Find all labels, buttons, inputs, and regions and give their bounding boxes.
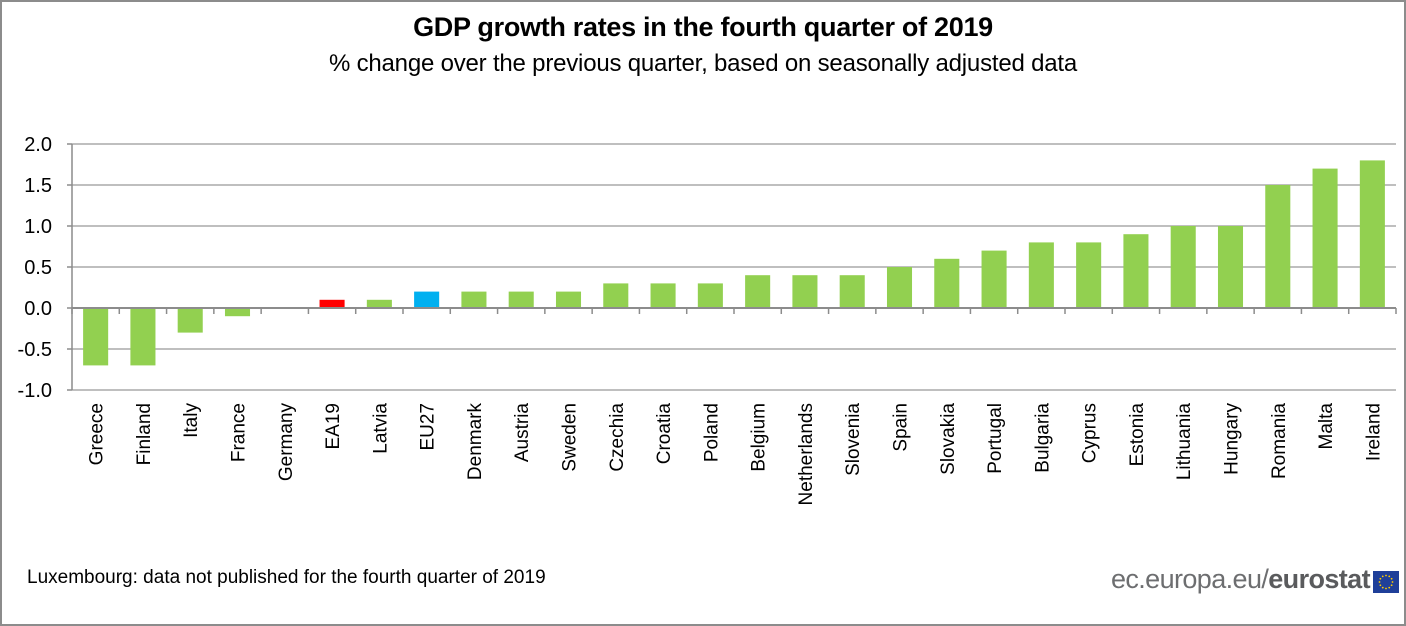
bar-hungary — [1217, 226, 1244, 308]
x-tick-label: Slovenia — [843, 403, 864, 476]
bar-czechia — [603, 283, 629, 308]
x-tick-label: Ireland — [1363, 403, 1384, 461]
bar-bulgaria — [1028, 242, 1054, 308]
bar-finland — [130, 308, 156, 366]
y-tick-label: -1.0 — [18, 380, 52, 402]
bar-slovakia — [934, 258, 960, 308]
bar-austria — [508, 291, 534, 308]
bar-eu27 — [414, 291, 440, 308]
x-tick-label: Netherlands — [796, 403, 817, 505]
bar-latvia — [366, 299, 392, 308]
x-tick-label: Latvia — [370, 403, 391, 454]
x-tick-label: Italy — [181, 403, 202, 438]
bar-denmark — [461, 291, 487, 308]
bar-slovenia — [839, 275, 865, 308]
logo-brand: eurostat — [1268, 564, 1370, 594]
x-tick-label: Germany — [276, 403, 297, 482]
chart-title: GDP growth rates in the fourth quarter o… — [413, 12, 993, 42]
x-tick-label: Austria — [512, 403, 533, 463]
bar-estonia — [1123, 234, 1149, 308]
chart-subtitle: % change over the previous quarter, base… — [328, 50, 1078, 77]
y-tick-label: 0.0 — [24, 298, 52, 320]
y-tick-label: 1.5 — [24, 175, 52, 197]
x-tick-label: EA19 — [323, 403, 344, 449]
bar-italy — [177, 308, 203, 333]
x-tick-label: Greece — [87, 403, 108, 465]
bar-chart: 2.0 1.5 1.0 0.5 0.0 -0.5 -1.0 Greece Finland Ital… — [18, 134, 1397, 505]
bar-croatia — [650, 283, 676, 308]
x-tick-label: Hungary — [1222, 403, 1243, 475]
bar-cyprus — [1076, 242, 1102, 308]
y-tick-label: 0.5 — [24, 257, 52, 279]
eurostat-logo: ec.europa.eu/eurostat — [1110, 564, 1371, 595]
x-tick-label: Sweden — [560, 403, 581, 472]
bar-ireland — [1359, 160, 1385, 308]
x-tick-label: EU27 — [418, 403, 439, 451]
x-tick-label: Finland — [134, 403, 155, 465]
x-tick-label: Czechia — [607, 403, 628, 472]
bar-ea19 — [319, 299, 345, 308]
bar-poland — [697, 283, 723, 308]
x-tick-label: Romania — [1269, 403, 1290, 479]
bar-netherlands — [792, 275, 818, 308]
x-tick-label: Denmark — [465, 403, 486, 481]
x-tick-label: Poland — [701, 403, 722, 462]
footnote: Luxembourg: data not published for the f… — [27, 567, 546, 588]
x-tick-label: Belgium — [749, 403, 770, 472]
y-tick-label: 1.0 — [24, 216, 52, 238]
x-tick-label: Bulgaria — [1032, 403, 1053, 473]
bar-lithuania — [1170, 226, 1196, 308]
bar-sweden — [555, 291, 582, 308]
bar-spain — [886, 267, 913, 308]
y-tick-label: -0.5 — [18, 339, 52, 361]
x-tick-label: Lithuania — [1174, 403, 1195, 481]
x-tick-label: Slovakia — [938, 403, 959, 475]
bar-greece — [83, 308, 109, 366]
x-tick-label: Estonia — [1127, 403, 1148, 467]
bar-malta — [1312, 168, 1338, 308]
y-tick-label: 2.0 — [24, 134, 52, 156]
bar-belgium — [745, 275, 771, 308]
x-tick-label: Malta — [1316, 403, 1337, 450]
x-tick-label: Croatia — [654, 403, 675, 465]
bar-portugal — [981, 250, 1007, 308]
x-tick-label: Spain — [891, 403, 912, 452]
bar-romania — [1265, 185, 1291, 308]
eu-flag-icon — [1373, 571, 1399, 593]
bar-france — [224, 308, 251, 317]
x-tick-label: Portugal — [985, 403, 1006, 474]
x-tick-label: Cyprus — [1080, 403, 1101, 463]
logo-prefix: ec.europa.eu/ — [1110, 564, 1269, 594]
x-tick-label: France — [229, 403, 250, 462]
